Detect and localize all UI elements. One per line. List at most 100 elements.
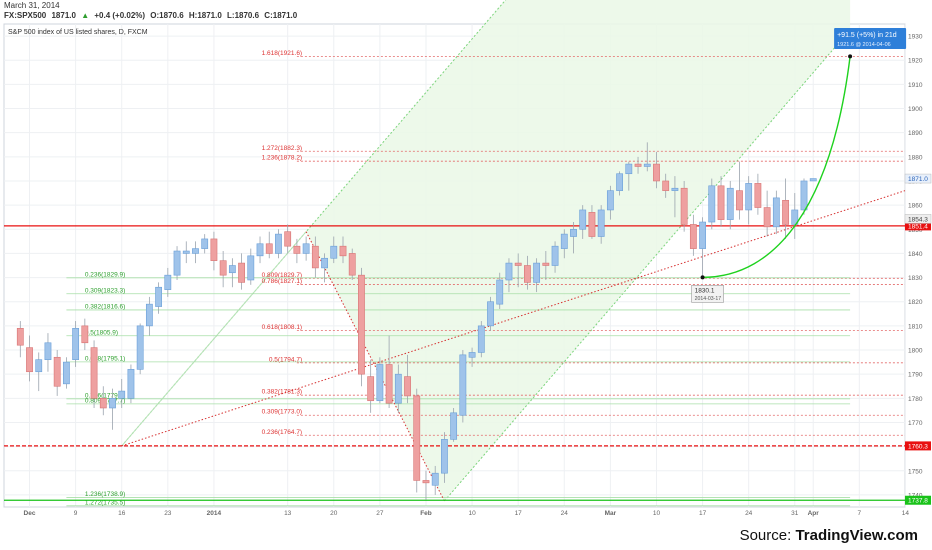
- candle-body: [164, 274, 172, 290]
- candle-body: [127, 369, 135, 399]
- candle: [487, 296, 494, 331]
- candle: [680, 180, 688, 232]
- candle-body: [514, 262, 522, 266]
- fib-red-label: 0.618(1808.1): [262, 324, 302, 331]
- level-tag-label: 1760.3: [908, 443, 928, 450]
- candle: [459, 350, 467, 423]
- candle: [109, 388, 116, 430]
- candle-body: [145, 303, 153, 327]
- candle: [358, 267, 365, 387]
- x-tick-label: 10: [653, 510, 661, 517]
- candle: [523, 255, 531, 290]
- low-annotation-price: 1830.1: [695, 287, 715, 294]
- fib-red-label: 1.236(1878.2): [262, 155, 302, 162]
- candle-body: [643, 163, 651, 167]
- projection-end-dot: [848, 54, 853, 59]
- fib-red-label: 1.618(1921.6): [262, 50, 302, 57]
- y-tick-label: 1910: [908, 82, 923, 89]
- projection-label-sub: 1921.6 @ 2014-04-06: [837, 42, 891, 48]
- candle: [210, 231, 218, 271]
- candle: [44, 333, 52, 372]
- candle-body: [560, 233, 568, 249]
- candle: [597, 205, 605, 244]
- candle: [62, 357, 70, 389]
- candle: [514, 253, 522, 288]
- candle: [800, 178, 808, 215]
- projection-label-box: [834, 28, 907, 49]
- candle-body: [192, 248, 199, 254]
- candle-body: [35, 359, 43, 373]
- candle: [136, 323, 144, 375]
- low-annotation-date: 2014-03-17: [695, 296, 722, 302]
- candle: [90, 340, 98, 408]
- chart-date: March 31, 2014: [4, 1, 60, 10]
- x-tick-label: 13: [284, 510, 292, 517]
- candle: [367, 359, 375, 413]
- candle-body: [136, 325, 144, 370]
- candle: [671, 176, 679, 218]
- candle-body: [616, 173, 623, 191]
- candle: [579, 205, 587, 239]
- y-tick-label: 1880: [908, 154, 923, 161]
- x-tick-label: Feb: [420, 510, 432, 517]
- candle: [653, 151, 660, 189]
- candle-body: [404, 376, 411, 397]
- candle-body: [505, 262, 513, 281]
- fib-red-label: 0.236(1764.7): [262, 429, 302, 436]
- x-tick-label: 16: [118, 510, 126, 517]
- candle: [330, 236, 338, 264]
- candle-body: [228, 265, 236, 274]
- chart-title: S&P 500 index of US listed shares, D, FX…: [8, 29, 148, 36]
- candle-body: [468, 352, 476, 358]
- candle-body: [708, 185, 716, 223]
- candle-body: [99, 398, 107, 409]
- candle: [35, 352, 43, 392]
- x-tick-label: 17: [515, 510, 523, 517]
- candle-body: [275, 233, 282, 254]
- fib-red-label: 0.809(1829.7): [262, 272, 302, 279]
- x-tick-label: Apr: [808, 510, 820, 517]
- y-tick-label: 1920: [908, 58, 923, 65]
- candle-body: [736, 190, 743, 211]
- candle: [560, 229, 568, 259]
- level-tag: [905, 495, 931, 505]
- candle-body: [330, 245, 338, 259]
- price-tag: [904, 173, 932, 184]
- candle-body: [201, 238, 209, 249]
- candle-body: [385, 364, 393, 404]
- candle: [413, 388, 421, 493]
- candle-body: [173, 250, 181, 276]
- candle-body: [533, 262, 541, 283]
- source-prefix: Source:: [739, 527, 796, 544]
- candle-body: [588, 212, 596, 237]
- candle-body: [210, 238, 218, 261]
- candle-body: [745, 183, 753, 211]
- x-tick-label: 17: [699, 510, 707, 517]
- y-tick-label: 1800: [908, 348, 923, 355]
- candle: [394, 364, 402, 413]
- candle: [745, 176, 753, 225]
- candle-body: [441, 439, 448, 474]
- candle-body: [16, 327, 24, 346]
- y-tick-label: 1750: [908, 468, 923, 475]
- candle-body: [671, 187, 679, 191]
- candle-body: [459, 354, 467, 416]
- projection-curve: [702, 56, 851, 279]
- candle-body: [293, 245, 301, 254]
- candle: [201, 234, 209, 254]
- candle-body: [496, 279, 504, 305]
- candle: [726, 180, 734, 230]
- candle-body: [791, 209, 799, 225]
- candle: [689, 214, 697, 256]
- candle: [708, 178, 716, 230]
- candle: [219, 251, 227, 288]
- candle: [588, 205, 596, 239]
- candle: [256, 236, 264, 264]
- x-tick-label: 24: [745, 510, 753, 517]
- candle: [173, 246, 181, 280]
- candle-body: [81, 325, 89, 344]
- last-price: 1871.0: [51, 11, 76, 20]
- candle-body: [44, 342, 52, 360]
- candle-body: [118, 390, 126, 399]
